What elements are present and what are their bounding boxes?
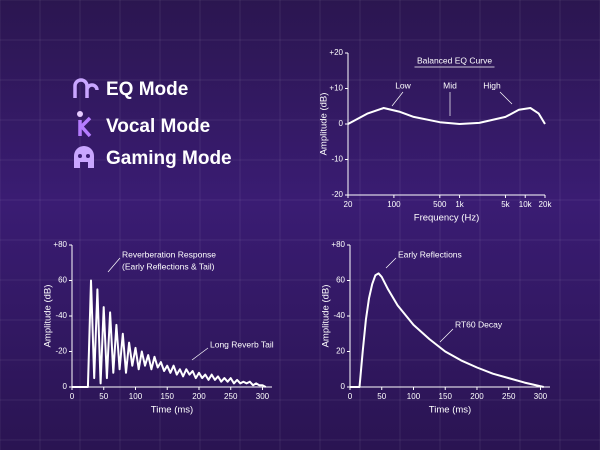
- annotation: Mid: [443, 80, 457, 90]
- annotation: High: [483, 80, 501, 90]
- x-tick-label: 20k: [539, 200, 553, 209]
- chart-title: Balanced EQ Curve: [417, 55, 492, 65]
- annotation: Early Reflections: [398, 249, 462, 259]
- x-tick-label: 10k: [519, 200, 533, 209]
- x-tick-label: 100: [129, 392, 143, 401]
- annotation: RT60 Decay: [455, 319, 503, 329]
- line-series: [350, 272, 544, 388]
- x-tick-label: 300: [256, 392, 270, 401]
- mode-label: Gaming Mode: [106, 148, 232, 169]
- y-tick-label: +10: [329, 84, 343, 93]
- y-axis-label: Amplitude (dB): [321, 285, 332, 348]
- x-tick-label: 250: [224, 392, 238, 401]
- y-tick-label: +80: [331, 240, 345, 249]
- y-tick-label: 20: [336, 347, 345, 356]
- x-tick-label: 0: [70, 392, 75, 401]
- gaming-icon: [74, 146, 94, 168]
- annotation-arrow: [385, 257, 397, 269]
- annotation-arrow: [191, 347, 209, 361]
- mode-list: EQ Mode Vocal Mode Gaming Mode: [73, 78, 232, 169]
- y-tick-label: -40: [333, 311, 345, 320]
- x-tick-label: 50: [377, 392, 386, 401]
- eq-icon: [73, 78, 99, 98]
- x-tick-label: 20: [344, 200, 353, 209]
- x-tick-label: 250: [502, 392, 516, 401]
- x-tick-label: 1k: [455, 200, 464, 209]
- y-tick-label: +20: [329, 48, 343, 57]
- y-tick-label: 0: [341, 382, 346, 391]
- vocal-icon: [77, 111, 92, 138]
- y-tick-label: 0: [339, 119, 344, 128]
- x-tick-label: 100: [387, 200, 401, 209]
- x-tick-label: 200: [192, 392, 206, 401]
- y-tick-label: 60: [58, 276, 67, 285]
- x-tick-label: 50: [99, 392, 108, 401]
- x-axis-label: Frequency (Hz): [414, 213, 479, 224]
- line-series: [72, 279, 267, 388]
- line-series: [347, 107, 546, 125]
- annotation-arrow: [439, 328, 454, 343]
- y-tick-label: 60: [336, 276, 345, 285]
- x-tick-label: 300: [534, 392, 548, 401]
- annotation: (Early Reflections & Tail): [122, 261, 215, 271]
- x-tick-label: 0: [348, 392, 353, 401]
- annotation-arrow: [499, 91, 513, 105]
- mode-label: EQ Mode: [106, 79, 188, 100]
- x-tick-label: 150: [161, 392, 175, 401]
- annotation-arrow: [107, 257, 121, 273]
- y-tick-label: -10: [331, 155, 343, 164]
- annotation: Long Reverb Tail: [210, 339, 274, 349]
- x-axis-label: Time (ms): [429, 405, 471, 416]
- annotation: Reverberation Response: [122, 249, 216, 259]
- x-tick-label: 5k: [501, 200, 510, 209]
- y-tick-label: 0: [63, 382, 68, 391]
- y-tick-label: -40: [55, 311, 67, 320]
- x-axis-label: Time (ms): [151, 405, 193, 416]
- annotation: Low: [395, 80, 411, 90]
- y-tick-label: -20: [55, 347, 67, 356]
- x-tick-label: 150: [439, 392, 453, 401]
- y-tick-label: -20: [331, 190, 343, 199]
- x-tick-label: 500: [433, 200, 447, 209]
- annotation-arrow: [391, 91, 404, 107]
- y-axis-label: Amplitude (dB): [43, 285, 54, 348]
- x-tick-label: 200: [470, 392, 484, 401]
- y-axis-label: Amplitude (dB): [319, 93, 330, 156]
- mode-label: Vocal Mode: [106, 116, 210, 137]
- y-tick-label: +80: [53, 240, 67, 249]
- x-tick-label: 100: [407, 392, 421, 401]
